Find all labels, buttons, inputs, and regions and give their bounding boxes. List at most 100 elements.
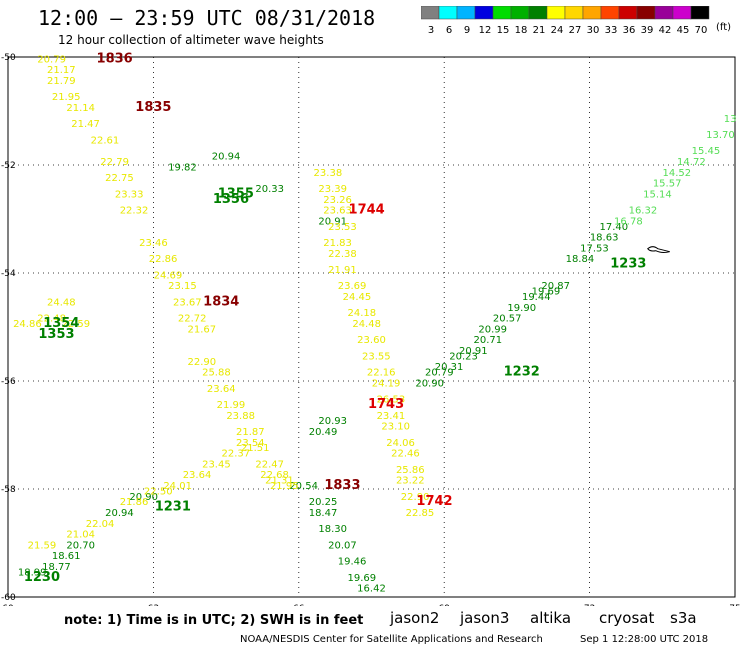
- wave-height-label: 19.69: [347, 573, 376, 584]
- island-outline: [647, 246, 670, 253]
- wave-height-label: 14.52: [663, 168, 692, 179]
- wave-height-label: 18.63: [590, 233, 619, 244]
- wave-height-label: 21.17: [47, 65, 76, 76]
- wave-height-label: 20.70: [66, 540, 95, 551]
- orbit-time-label: 1834: [203, 294, 239, 309]
- wave-height-label: 22.04: [86, 519, 115, 530]
- y-tick-label: -52: [1, 161, 16, 171]
- wave-height-label: 23.33: [115, 189, 144, 200]
- orbit-time-label: 1835: [135, 100, 171, 115]
- orbit-time-label: 1833: [324, 478, 360, 493]
- wave-height-label: 20.07: [328, 540, 357, 551]
- wave-height-label: 22.46: [391, 449, 420, 460]
- wave-height-label: 24.48: [47, 297, 76, 308]
- orbit-time-label: 1744: [349, 203, 385, 218]
- legend-s3a: s3a: [670, 609, 697, 627]
- scale-label: 39: [641, 25, 654, 36]
- scale-label: 3: [428, 25, 434, 36]
- wave-height-label: 14.72: [677, 157, 706, 168]
- wave-height-label: 22.72: [178, 314, 207, 325]
- legend-cryosat: cryosat: [599, 609, 655, 627]
- wave-height-label: 22.61: [91, 135, 120, 146]
- wave-height-label: 22.16: [367, 368, 396, 379]
- wave-height-label: 25.86: [396, 465, 425, 476]
- wave-height-label: 23.60: [357, 335, 386, 346]
- scale-label: 6: [446, 25, 452, 36]
- legend-altika: altika: [530, 609, 572, 627]
- x-tick-label: 72: [584, 604, 595, 606]
- x-tick-label: 75: [729, 604, 740, 606]
- wave-height-label: 21.91: [328, 265, 357, 276]
- wave-height-label: 19.69: [532, 287, 561, 298]
- wave-height-label: 20.49: [309, 427, 338, 438]
- wave-height-label: 21.51: [241, 443, 270, 454]
- wave-height-label: 21.87: [236, 427, 265, 438]
- wave-height-label: 18.47: [309, 508, 338, 519]
- wave-height-label: 20.91: [459, 346, 488, 357]
- wave-height-label: 23.26: [323, 195, 352, 206]
- wave-height-label: 23.22: [396, 476, 425, 487]
- y-tick-label: -56: [1, 377, 16, 387]
- wave-height-label: 20.71: [473, 335, 502, 346]
- wave-height-label: 18.77: [42, 562, 71, 573]
- wave-height-label: 23.54: [236, 438, 265, 449]
- wave-height-label: 20.79: [425, 368, 454, 379]
- wave-height-label: 22.32: [120, 206, 149, 217]
- orbit-time-label: 1743: [368, 397, 404, 412]
- scale-unit: (ft): [716, 22, 732, 33]
- wave-height-label: 24.45: [343, 292, 372, 303]
- wave-height-label: 18.99: [18, 567, 47, 578]
- wave-height-label: 16.78: [614, 216, 643, 227]
- wave-height-label: 21.83: [323, 238, 352, 249]
- wave-height-label: 24.48: [352, 319, 381, 330]
- wave-height-label: 18.30: [318, 524, 347, 535]
- wave-height-label: 21.95: [270, 481, 299, 492]
- scale-swatch: [690, 6, 710, 20]
- footer-note: note: 1) Time is in UTC; 2) SWH is in fe…: [64, 613, 364, 628]
- scale-label: 12: [479, 25, 492, 36]
- x-tick-label: 69: [438, 604, 450, 606]
- wave-height-label: 23.64: [207, 384, 236, 395]
- orbit-time-label: 1836: [97, 51, 133, 66]
- scale-label: 42: [659, 25, 672, 36]
- wave-height-label: 22.47: [255, 459, 284, 470]
- wave-height-label: 23.10: [381, 422, 410, 433]
- wave-height-label: 23.39: [318, 184, 347, 195]
- wave-height-label: 21.86: [120, 497, 149, 508]
- wave-height-label: 16.32: [629, 206, 658, 217]
- orbit-time-label: 1230: [24, 570, 60, 585]
- wave-height-label: 22.68: [260, 470, 289, 481]
- orbit-time-label: 1353: [38, 327, 74, 342]
- wave-height-label: 20.93: [318, 416, 347, 427]
- orbit-time-label: 1742: [416, 494, 452, 509]
- scale-label: 70: [695, 25, 708, 36]
- wave-height-label: 23.69: [338, 281, 367, 292]
- scale-label: 27: [569, 25, 582, 36]
- wave-height-label: 15.57: [653, 179, 682, 190]
- wave-height-label: 23.38: [314, 168, 343, 179]
- wave-height-label: 17.40: [600, 222, 629, 233]
- chart-title: 12:00 — 23:59 UTC 08/31/2018: [38, 6, 376, 30]
- wave-height-label: 22.37: [221, 449, 250, 460]
- orbit-time-label: 1232: [504, 365, 540, 380]
- scale-label: 33: [605, 25, 618, 36]
- wave-height-label: 22.59: [62, 319, 91, 330]
- wave-height-label: 23.45: [202, 459, 231, 470]
- wave-height-label: 24.01: [163, 481, 192, 492]
- wave-height-label: 22.90: [188, 357, 217, 368]
- orbit-time-label: 1233: [610, 257, 646, 272]
- chart-subtitle: 12 hour collection of altimeter wave hei…: [58, 33, 324, 47]
- wave-height-label: 20.23: [449, 351, 478, 362]
- wave-height-label: 15.45: [692, 146, 721, 157]
- wave-height-label: 21.79: [47, 76, 76, 87]
- credit-line: NOAA/NESDIS Center for Satellite Applica…: [240, 634, 543, 645]
- wave-height-label: 23.67: [173, 297, 202, 308]
- scale-label: 36: [623, 25, 636, 36]
- legend-jason2: jason2: [390, 609, 440, 627]
- wave-height-label: 21.59: [28, 540, 57, 551]
- wave-height-plot: 60 63 66 69 72 75 -50 -52 -54 -56 -58 -60 18.9918.77…: [1, 51, 740, 606]
- wave-height-label: 21.31: [265, 476, 294, 487]
- wave-height-label: 13: [724, 114, 737, 125]
- wave-height-label: 19.90: [507, 303, 536, 314]
- wave-height-label: 13.70: [706, 130, 735, 141]
